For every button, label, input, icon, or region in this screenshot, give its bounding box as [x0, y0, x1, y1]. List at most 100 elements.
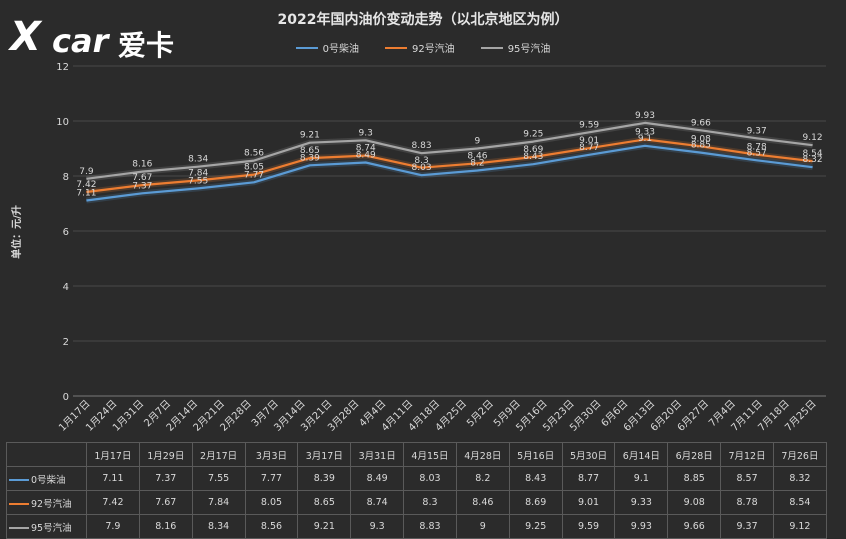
table-cell: 9.12 — [772, 514, 827, 539]
chart-screenshot: X car 爱卡 2022年国内油价变动走势（以北京地区为例） 0号柴油 92号汽… — [6, 12, 827, 539]
table-cell: 7.42 — [86, 490, 140, 515]
table-cell: 8.43 — [508, 466, 563, 491]
table-cell: 9.33 — [614, 490, 669, 515]
legend-swatch — [384, 46, 407, 49]
table-cell: 9.08 — [667, 490, 722, 515]
y-tick-label: 2 — [63, 337, 69, 348]
data-table: 1月17日 1月29日 2月17日 3月3日 3月17日 3月31日 4月15日 4月28日 5… — [6, 442, 827, 539]
legend-label: 0号柴油 — [322, 44, 359, 55]
table-row: 95号汽油 7.9 8.16 8.34 8.56 9.21 9.3 8.83 9 9.25 9.59… — [6, 514, 827, 539]
chart-title: 2022年国内油价变动走势（以北京地区为例） — [277, 12, 569, 28]
data-label: 7.84 — [188, 168, 208, 178]
table-header-cell: 6月14日 — [614, 442, 669, 467]
table-legend-key — [9, 527, 29, 529]
data-label: 9.93 — [635, 111, 655, 121]
table-header-cell: 2月17日 — [191, 442, 246, 467]
data-label: 8.85 — [691, 141, 711, 151]
table-series-name: 92号汽油 — [31, 498, 72, 510]
data-label: 9.1 — [638, 134, 652, 144]
data-label: 8.32 — [803, 155, 823, 165]
data-label: 7.11 — [76, 188, 96, 198]
table-cell: 8.54 — [772, 490, 827, 515]
data-label: 8.03 — [412, 163, 432, 173]
table-cell: 7.37 — [138, 466, 193, 491]
table-cell: 9.21 — [297, 514, 352, 539]
series-line — [86, 144, 813, 202]
table-cell: 9.1 — [614, 466, 669, 491]
legend-item: 0号柴油 — [295, 40, 359, 55]
table-row: 92号汽油 7.42 7.67 7.84 8.05 8.65 8.74 8.3 8.46 8.69… — [6, 490, 827, 515]
table-header-cell: 3月31日 — [350, 442, 405, 467]
logo-aika: 爱卡 — [118, 29, 175, 62]
data-label: 9.3 — [359, 128, 373, 138]
legend-swatch — [480, 46, 503, 49]
data-label: 8.65 — [300, 146, 320, 156]
data-label: 8.83 — [412, 141, 432, 151]
data-label: 7.9 — [79, 167, 94, 177]
table-cell: 8.69 — [508, 490, 563, 515]
table-series-name: 0号柴油 — [31, 474, 66, 486]
table-cell: 8.74 — [350, 490, 405, 515]
data-label: 9.59 — [579, 120, 599, 130]
data-label: 9 — [475, 137, 481, 147]
table-cell: 8.65 — [297, 490, 352, 515]
table-cell: 7.9 — [86, 514, 140, 539]
data-label: 9.08 — [691, 134, 711, 144]
legend-label: 92号汽油 — [411, 44, 455, 55]
legend-swatch — [295, 46, 318, 49]
table-legend-key — [9, 479, 29, 481]
y-tick-label: 0 — [63, 392, 69, 403]
table-corner-cell — [6, 442, 87, 467]
table-header-cell: 5月16日 — [508, 442, 563, 467]
legend-label: 95号汽油 — [507, 44, 551, 55]
y-axis-label: 单位：元/升 — [10, 205, 23, 259]
table-cell: 7.11 — [86, 466, 140, 491]
logo-car: car — [52, 22, 109, 60]
table-cell: 8.05 — [244, 490, 299, 515]
table-header-cell: 3月17日 — [297, 442, 352, 467]
table-cell: 8.16 — [138, 514, 193, 539]
data-label: 9.37 — [747, 126, 767, 136]
data-label: 8.16 — [132, 160, 152, 170]
data-label: 8.56 — [244, 149, 264, 159]
logo-x: X — [10, 14, 41, 60]
data-label: 8.49 — [356, 151, 376, 161]
table-cell: 9.93 — [614, 514, 669, 539]
y-tick-label: 10 — [56, 117, 69, 128]
data-label: 8.43 — [523, 152, 543, 162]
data-label: 8.78 — [747, 143, 767, 153]
table-header-cell: 3月3日 — [244, 442, 299, 467]
series-line — [86, 138, 813, 194]
table-cell: 8.57 — [720, 466, 774, 491]
table-cell: 9.3 — [350, 514, 405, 539]
table-header-cell: 1月17日 — [86, 442, 140, 467]
data-label: 7.77 — [244, 170, 264, 180]
data-label: 9.01 — [579, 136, 599, 146]
table-header-cell: 5月30日 — [561, 442, 616, 467]
data-label: 7.37 — [132, 181, 152, 191]
data-label: 9.12 — [803, 133, 823, 143]
data-label: 9.33 — [635, 127, 655, 137]
table-cell: 8.3 — [403, 490, 457, 515]
data-label: 8.46 — [467, 151, 487, 161]
table-cell: 8.77 — [561, 466, 616, 491]
legend-item: 95号汽油 — [480, 40, 551, 55]
y-tick-label: 8 — [63, 172, 69, 183]
table-header-cell: 6月28日 — [667, 442, 722, 467]
table-cell: 8.32 — [772, 466, 827, 491]
table-cell: 9.01 — [561, 490, 616, 515]
data-label: 9.66 — [691, 118, 711, 128]
table-cell: 8.2 — [455, 466, 510, 491]
table-cell: 8.83 — [403, 514, 457, 539]
data-label: 9.25 — [523, 130, 543, 140]
table-cell: 8.78 — [720, 490, 774, 515]
data-label: 8.34 — [188, 155, 208, 165]
data-label: 8.05 — [244, 163, 264, 173]
table-header-cell: 7月26日 — [772, 442, 827, 467]
table-row-label: 92号汽油 — [6, 490, 87, 515]
data-label: 8.74 — [356, 144, 376, 154]
table-cell: 9.59 — [561, 514, 616, 539]
data-label: 7.55 — [188, 176, 208, 186]
table-cell: 9.66 — [667, 514, 722, 539]
data-label: 7.42 — [76, 180, 96, 190]
